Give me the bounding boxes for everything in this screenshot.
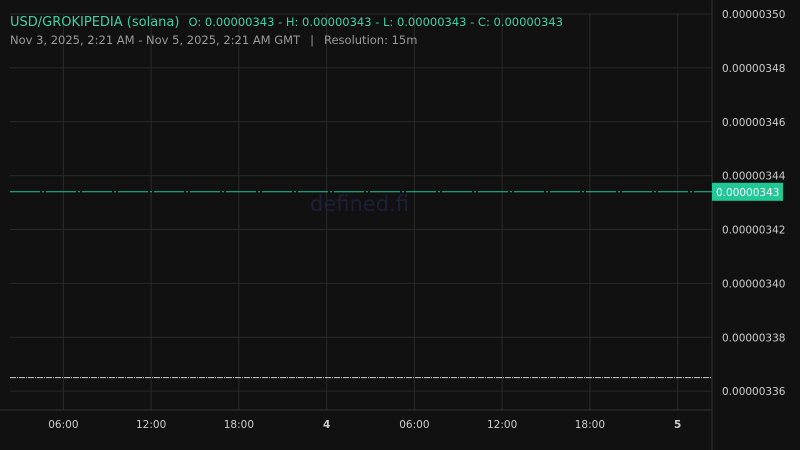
ohlc-values: O: 0.00000343 - H: 0.00000343 - L: 0.000…	[188, 15, 563, 29]
x-tick-label: 06:00	[48, 419, 78, 431]
chart-header: USD/GROKIPEDIA (solana) O: 0.00000343 - …	[10, 11, 563, 30]
watermark: defined.fi	[310, 192, 409, 216]
last-price-label: 0.00000343	[716, 187, 779, 199]
y-tick-label: 0.00000336	[722, 386, 786, 398]
x-tick-label: 18:00	[575, 419, 605, 431]
y-tick-label: 0.00000340	[722, 278, 785, 290]
y-tick-label: 0.00000348	[722, 63, 785, 75]
date-range: Nov 3, 2025, 2:21 AM - Nov 5, 2025, 2:21…	[10, 33, 301, 47]
y-tick-label: 0.00000338	[722, 332, 785, 344]
y-tick-label: 0.00000344	[722, 171, 786, 183]
x-tick-label: 12:00	[487, 419, 517, 431]
x-tick-label: 4	[323, 419, 330, 431]
pair-title: USD/GROKIPEDIA (solana)	[10, 15, 180, 30]
chart-subheader: Nov 3, 2025, 2:21 AM - Nov 5, 2025, 2:21…	[10, 33, 417, 47]
x-tick-label: 12:00	[136, 419, 166, 431]
y-tick-label: 0.00000346	[722, 117, 786, 129]
separator: |	[310, 33, 314, 47]
y-tick-label: 0.00000342	[722, 225, 785, 237]
last-price-badge	[712, 182, 783, 201]
y-tick-label: 0.00000350	[722, 9, 785, 21]
x-tick-label: 18:00	[224, 419, 254, 431]
resolution: Resolution: 15m	[324, 33, 418, 47]
x-tick-label: 5	[674, 419, 681, 431]
x-tick-label: 06:00	[399, 419, 429, 431]
